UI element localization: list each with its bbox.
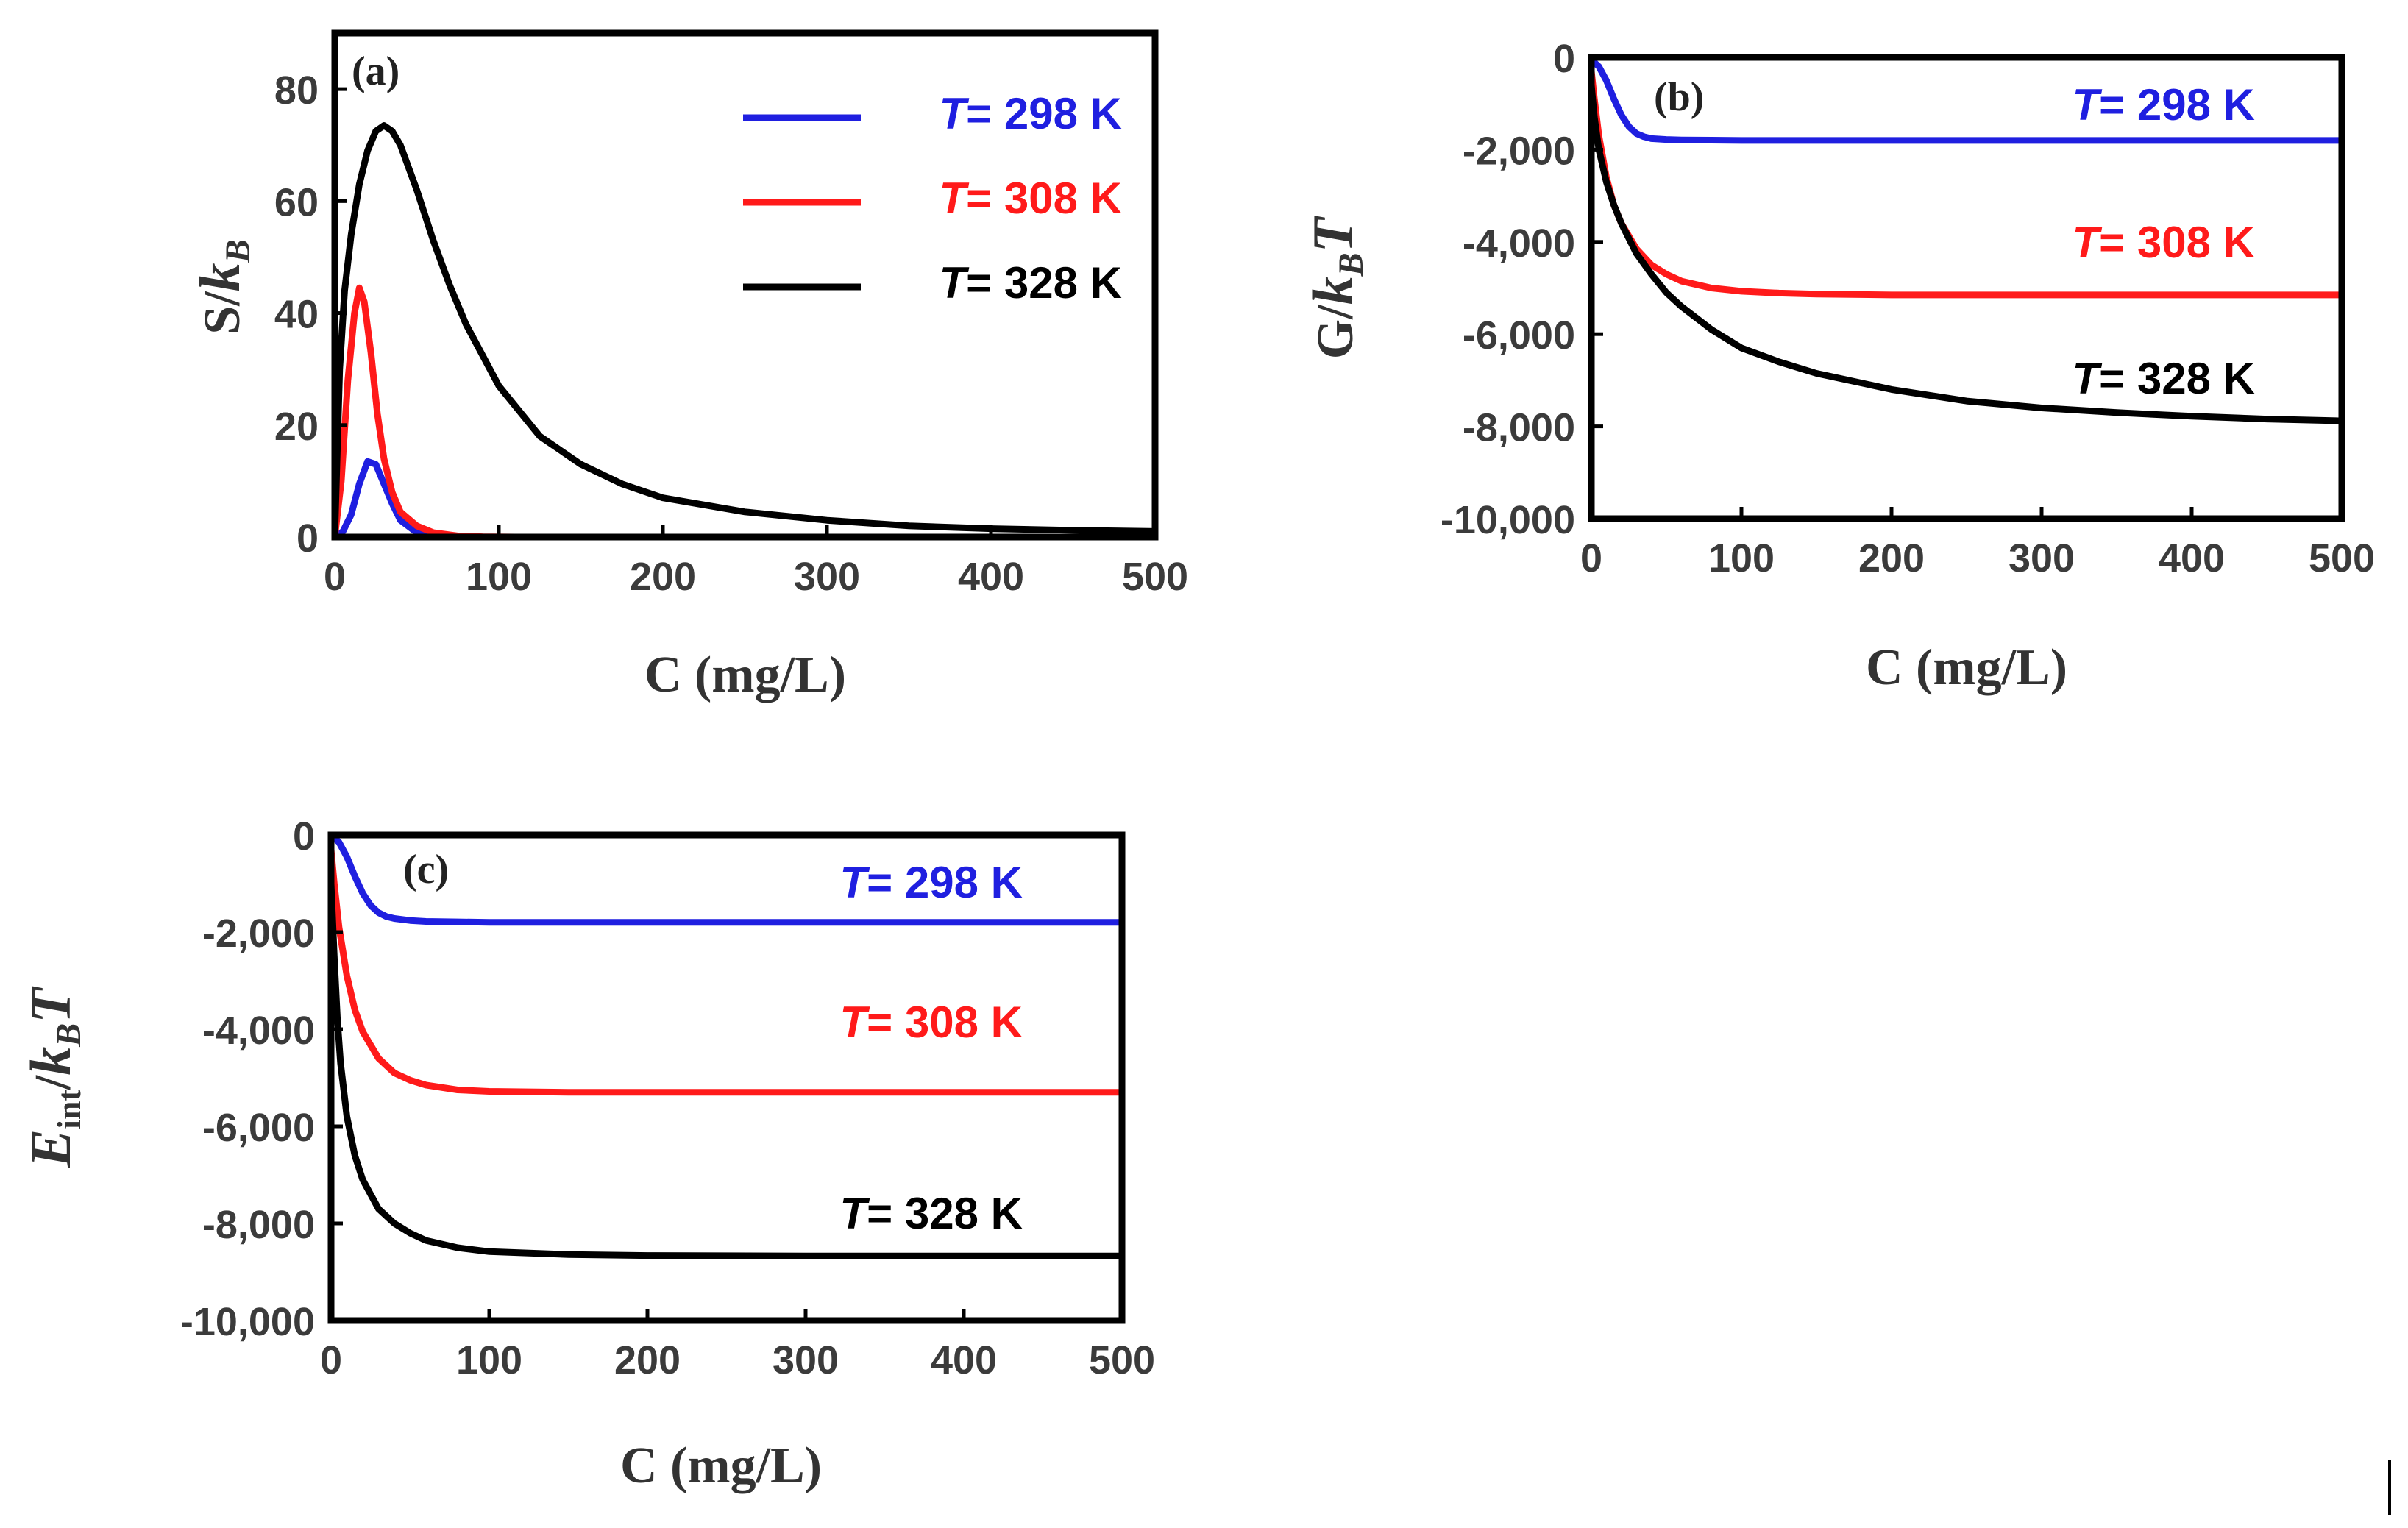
series-label: T= 298 K xyxy=(940,89,1122,138)
series-label: T= 308 K xyxy=(940,174,1122,223)
series-line-308K xyxy=(335,284,519,537)
y-tick-label: -8,000 xyxy=(202,1203,315,1247)
plot-frame xyxy=(1588,54,2345,522)
series-label: T= 328 K xyxy=(840,1189,1023,1238)
series-line-328K xyxy=(331,880,1122,1259)
series-line-308K xyxy=(331,846,1122,1096)
y-tick-label: 20 xyxy=(274,405,319,449)
panel-a-chart: 0 100 200 300 400 500 0 20 40 60 80 (a) C (mg/L) S/kB… xyxy=(188,29,1188,703)
x-tick-label: 300 xyxy=(2009,536,2075,580)
x-axis-label: C (mg/L) xyxy=(620,1438,822,1494)
x-tick-label: 400 xyxy=(2159,536,2225,580)
x-tick-label: 200 xyxy=(614,1338,681,1382)
panel-label: (b) xyxy=(1654,74,1704,120)
x-tick-label: 0 xyxy=(320,1338,342,1382)
x-axis-label: C (mg/L) xyxy=(1866,639,2067,696)
x-tick-label: 200 xyxy=(1858,536,1925,580)
y-tick-label: -4,000 xyxy=(202,1009,315,1053)
plot-frame xyxy=(331,29,1159,541)
panel-label: (a) xyxy=(352,49,399,94)
y-tick-label: 0 xyxy=(293,814,315,859)
panel-c-chart: 0 100 200 300 400 500 0 -2,000 -4,000 -6,000 -8,00… xyxy=(18,814,1155,1494)
series-line-298K xyxy=(335,458,469,537)
series-line-328K xyxy=(1591,82,2342,424)
x-tick-label: 400 xyxy=(958,555,1024,599)
y-axis-label: G/kBT xyxy=(1301,215,1371,359)
x-tick-label: 200 xyxy=(630,555,696,599)
plot-frame xyxy=(327,831,1126,1324)
x-tick-label: 500 xyxy=(1089,1338,1155,1382)
y-tick-label: -8,000 xyxy=(1463,406,1575,450)
y-axis-label: Eint/kBT xyxy=(18,986,88,1168)
x-axis-label: C (mg/L) xyxy=(644,647,846,703)
y-tick-label: -4,000 xyxy=(1463,221,1575,266)
y-tick-label: 60 xyxy=(274,180,319,224)
series-line-298K xyxy=(331,835,1122,926)
y-tick-label: 0 xyxy=(1553,37,1575,81)
x-tick-label: 100 xyxy=(466,555,532,599)
y-tick-label: 0 xyxy=(296,516,319,561)
y-tick-label: 40 xyxy=(274,293,319,337)
series-line-298K xyxy=(1591,57,2342,144)
x-tick-label: 400 xyxy=(931,1338,997,1382)
y-tick-label: -2,000 xyxy=(1463,129,1575,173)
y-tick-label: -10,000 xyxy=(180,1300,315,1344)
x-tick-label: 100 xyxy=(456,1338,522,1382)
y-tick-label: -6,000 xyxy=(202,1106,315,1150)
y-tick-label: -6,000 xyxy=(1463,313,1575,358)
y-tick-label: -2,000 xyxy=(202,912,315,956)
series-line-328K xyxy=(335,122,1155,537)
panel-label: (c) xyxy=(403,847,449,892)
x-tick-label: 300 xyxy=(794,555,860,599)
x-tick-label: 500 xyxy=(1122,555,1188,599)
series-label: T= 298 K xyxy=(840,858,1023,907)
y-tick-label: 80 xyxy=(274,68,319,113)
y-tick-label: -10,000 xyxy=(1441,498,1575,542)
x-tick-label: 0 xyxy=(324,555,346,599)
x-tick-label: 300 xyxy=(773,1338,839,1382)
y-axis-label: S/kB xyxy=(188,239,258,334)
series-label: T= 328 K xyxy=(940,258,1122,308)
x-tick-label: 0 xyxy=(1580,536,1602,580)
x-tick-label: 500 xyxy=(2309,536,2375,580)
series-label: T= 298 K xyxy=(2073,80,2255,129)
series-label: T= 308 K xyxy=(2073,218,2255,267)
series-label: T= 328 K xyxy=(2073,354,2255,403)
x-tick-label: 100 xyxy=(1708,536,1775,580)
panel-b-chart: 0 100 200 300 400 500 0 -2,000 -4,000 -6,000 -8,00… xyxy=(1301,37,2375,696)
series-label: T= 308 K xyxy=(840,998,1023,1047)
